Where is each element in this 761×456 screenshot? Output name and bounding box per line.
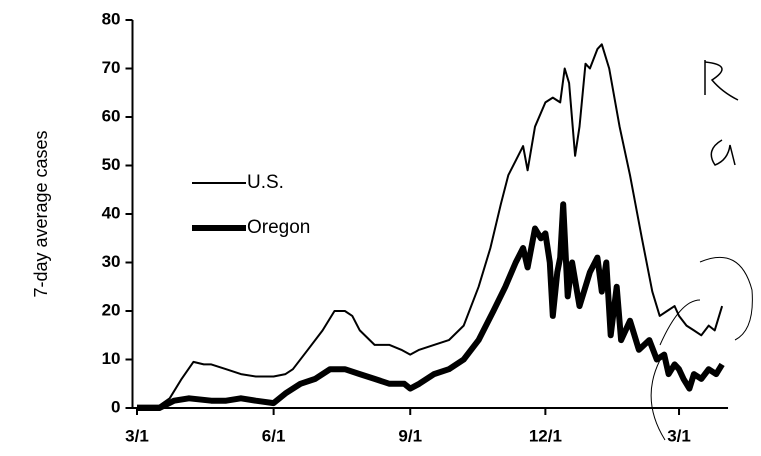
y-tick-label: 60 [102, 106, 121, 125]
y-tick-label: 80 [102, 9, 121, 28]
x-tick-label: 3/1 [125, 426, 149, 445]
series-line [137, 43, 724, 407]
y-tick-label: 20 [102, 300, 121, 319]
y-tick-label: 50 [102, 155, 121, 174]
legend-label: Oregon [247, 217, 310, 238]
legend-label: U.S. [247, 172, 284, 193]
x-tick-label: 12/1 [529, 426, 562, 445]
y-axis-label: 7-day average cases [31, 130, 51, 297]
y-tick-label: 10 [102, 349, 121, 368]
y-tick-label: 70 [102, 58, 121, 77]
handwriting [704, 60, 739, 166]
series-line [137, 201, 725, 411]
handwritten-circle [650, 257, 753, 441]
x-tick-label: 6/1 [262, 426, 286, 445]
x-tick-label: 3/1 [667, 426, 691, 445]
y-tick-label: 0 [111, 397, 120, 416]
x-tick-label: 9/1 [398, 426, 422, 445]
y-tick-label: 40 [102, 203, 121, 222]
y-tick-label: 30 [102, 252, 121, 271]
